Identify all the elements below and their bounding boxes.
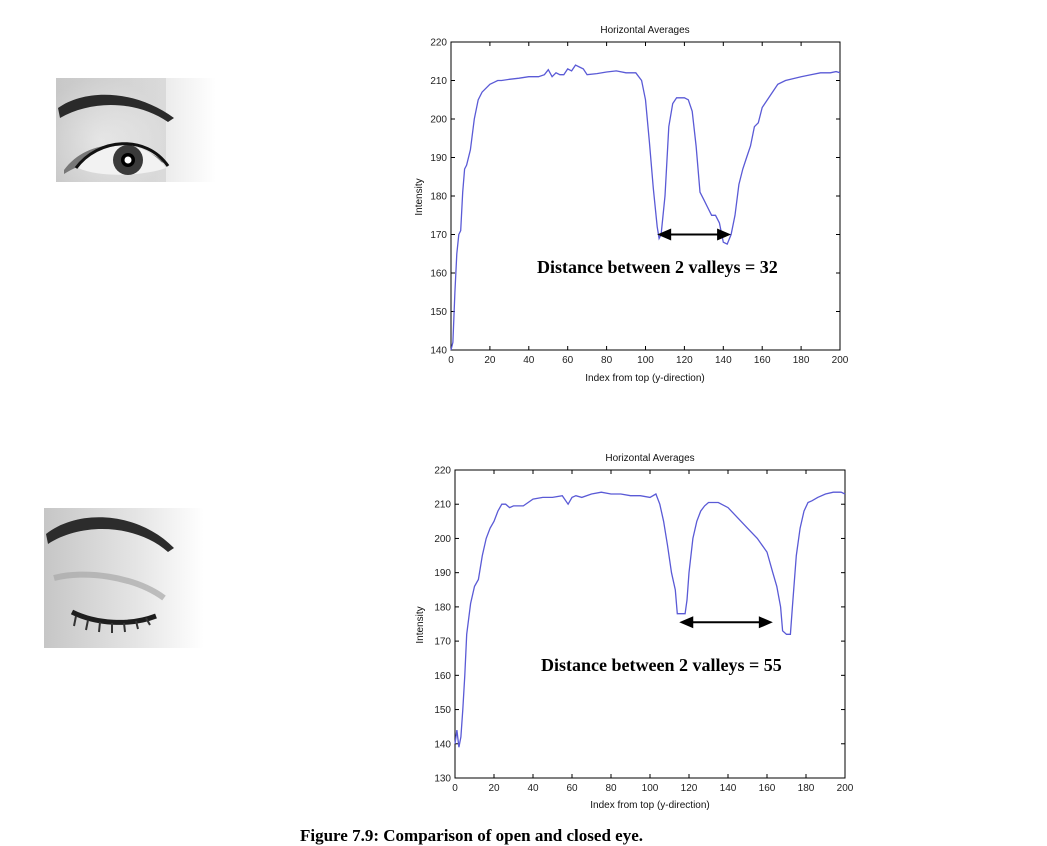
x-tick-label: 160	[759, 783, 776, 794]
x-tick-label: 60	[562, 355, 574, 366]
y-axis-label: Intensity	[415, 606, 426, 643]
chart-title: Horizontal Averages	[600, 25, 689, 36]
x-tick-label: 80	[601, 355, 613, 366]
x-ticks: 0 20 40 60 80 100 120 140 160 180 200	[452, 470, 854, 794]
x-tick-label: 200	[832, 355, 849, 366]
annotation: Distance between 2 valleys = 32	[537, 257, 778, 277]
x-tick-label: 100	[637, 355, 654, 366]
x-tick-label: 40	[527, 783, 539, 794]
x-tick-label: 0	[448, 355, 454, 366]
arrow-head-right	[758, 616, 773, 629]
y-tick-label: 140	[434, 739, 451, 750]
annotation: Distance between 2 valleys = 55	[541, 655, 782, 675]
y-tick-label: 210	[430, 76, 447, 87]
y-tick-label: 190	[434, 568, 451, 579]
y-tick-label: 170	[434, 637, 451, 648]
x-axis-label: Index from top (y-direction)	[590, 800, 710, 811]
x-tick-label: 80	[605, 783, 617, 794]
arrow-head-left	[679, 616, 694, 629]
x-tick-label: 140	[715, 355, 732, 366]
x-tick-label: 20	[488, 783, 500, 794]
chart-title: Horizontal Averages	[605, 453, 694, 464]
series-line	[454, 491, 846, 748]
y-ticks: 140 150 160 170 180 190 200 210 220	[430, 38, 840, 357]
x-tick-label: 120	[676, 355, 693, 366]
y-tick-label: 160	[430, 269, 447, 280]
y-tick-label: 220	[434, 466, 451, 477]
x-tick-label: 140	[720, 783, 737, 794]
y-tick-label: 160	[434, 671, 451, 682]
x-axis-label: Index from top (y-direction)	[585, 373, 705, 384]
y-tick-label: 220	[430, 38, 447, 49]
y-tick-label: 170	[430, 230, 447, 241]
closed-eye-photo	[44, 508, 204, 648]
x-tick-label: 200	[837, 783, 854, 794]
x-tick-label: 60	[566, 783, 578, 794]
plot-frame	[454, 469, 846, 779]
arrow-head-left	[657, 228, 672, 241]
y-tick-label: 140	[430, 346, 447, 357]
valley-distance-arrow	[657, 228, 732, 241]
valley-distance-arrow	[679, 616, 773, 629]
y-tick-label: 180	[434, 602, 451, 613]
y-ticks: 130 140 150 160 170 180 190 200 210 220	[434, 466, 845, 785]
x-tick-label: 40	[523, 355, 535, 366]
open-eye-photo	[56, 78, 216, 182]
arrow-head-right	[717, 228, 732, 241]
y-axis-label: Intensity	[414, 178, 425, 215]
y-tick-label: 200	[430, 115, 447, 126]
y-tick-label: 200	[434, 534, 451, 545]
y-tick-label: 210	[434, 500, 451, 511]
x-tick-label: 20	[484, 355, 496, 366]
x-tick-label: 100	[642, 783, 659, 794]
series-line	[450, 64, 841, 351]
y-tick-label: 150	[430, 307, 447, 318]
x-tick-label: 120	[681, 783, 698, 794]
x-tick-label: 160	[754, 355, 771, 366]
x-tick-label: 0	[452, 783, 458, 794]
y-tick-label: 130	[434, 774, 451, 785]
x-tick-label: 180	[798, 783, 815, 794]
y-tick-label: 190	[430, 153, 447, 164]
y-tick-label: 150	[434, 705, 451, 716]
plot-frame	[450, 41, 841, 351]
x-tick-label: 180	[793, 355, 810, 366]
figure-caption: Figure 7.9: Comparison of open and close…	[300, 826, 643, 845]
y-tick-label: 180	[430, 192, 447, 203]
